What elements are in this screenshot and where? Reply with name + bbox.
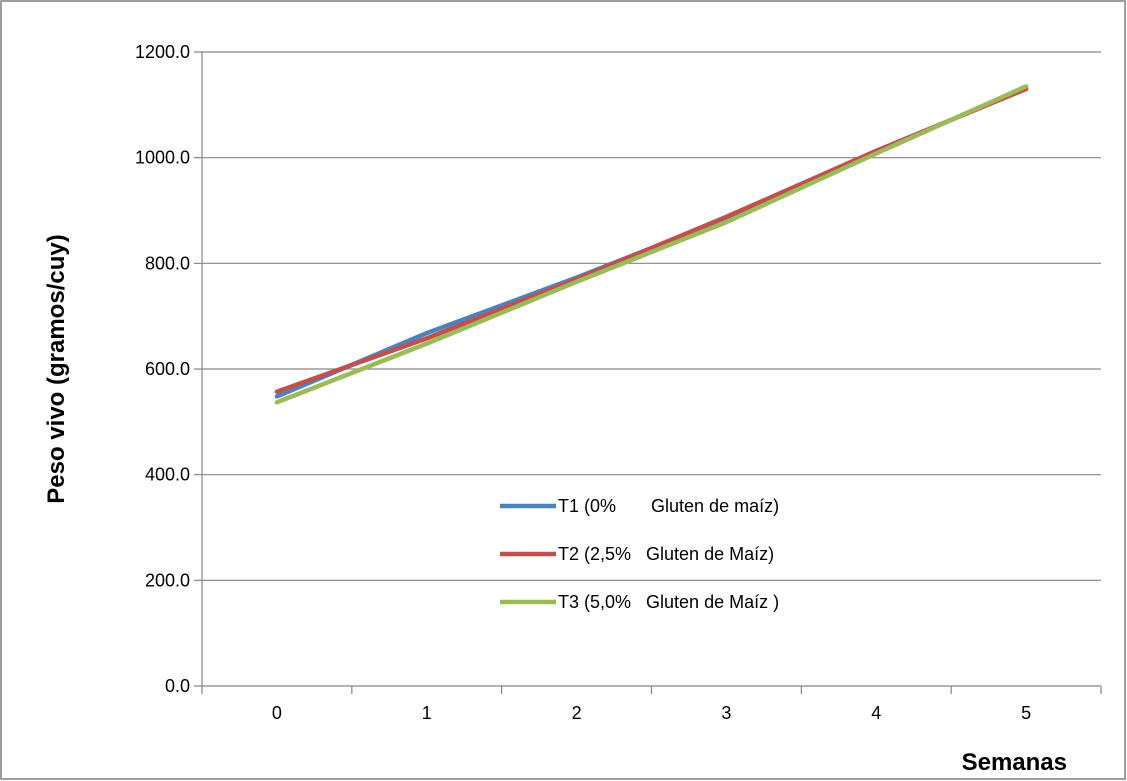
x-tick-label: 2	[572, 703, 582, 723]
gridlines	[202, 51, 1101, 581]
series-lines	[274, 84, 1029, 405]
y-tick-label: 600.0	[145, 359, 190, 379]
y-tick-label: 800.0	[145, 253, 190, 273]
axes: 0.0 200.0 400.0 600.0 800.0 1000.0 1200.0 0 1 2 3 4…	[135, 42, 1102, 723]
y-tick-label: 200.0	[145, 570, 190, 590]
x-tick-label: 5	[1021, 703, 1031, 723]
legend-label-t1: T1 (0% Gluten de maíz)	[558, 496, 779, 516]
legend-label-t3: T3 (5,0% Gluten de Maíz )	[558, 592, 779, 612]
series-line-t3	[274, 84, 1029, 405]
x-axis-title: Semanas	[962, 749, 1067, 776]
legend: T1 (0% Gluten de maíz) T2 (2,5% Gluten de…	[500, 496, 779, 612]
y-tick-label: 400.0	[145, 465, 190, 485]
x-tick-label: 0	[272, 703, 282, 723]
x-tick-label: 1	[422, 703, 432, 723]
y-tick-label: 1200.0	[135, 42, 190, 62]
x-tick-label: 4	[871, 703, 881, 723]
y-tick-label: 0.0	[165, 676, 190, 696]
x-tick-label: 3	[721, 703, 731, 723]
y-axis-title: Peso vivo (gramos/cuy)	[43, 234, 70, 503]
legend-label-t2: T2 (2,5% Gluten de Maíz)	[558, 544, 774, 564]
y-tick-label: 1000.0	[135, 148, 190, 168]
